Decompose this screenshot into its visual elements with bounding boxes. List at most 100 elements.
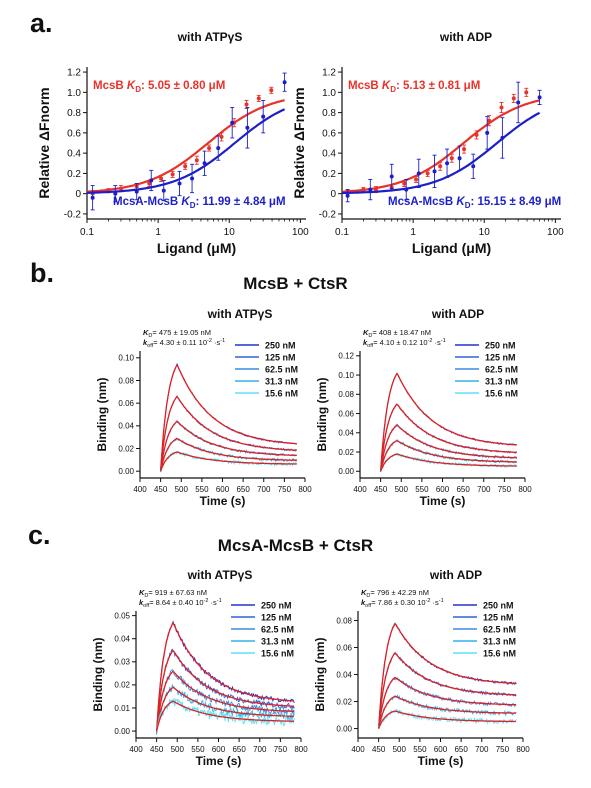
data-point-mcsb xyxy=(487,118,492,123)
y-tick-label: 0.2 xyxy=(322,169,336,180)
y-tick-label: 0.08 xyxy=(336,616,352,625)
fit-curve xyxy=(155,622,295,732)
y-tick-label: 0 xyxy=(330,189,336,200)
x-tick-label: 600 xyxy=(434,745,448,754)
fit-curve xyxy=(379,424,517,472)
y-tick-label: 0.02 xyxy=(114,681,130,690)
data-point-mcsamcsb xyxy=(177,181,182,186)
data-point-mcsamcsb xyxy=(445,161,450,166)
data-point-mcsamcsb xyxy=(161,188,166,193)
data-point-mcsb xyxy=(361,187,366,192)
data-point-mcsb xyxy=(462,147,467,152)
data-point-mcsamcsb xyxy=(537,95,542,100)
y-tick-label: 0.02 xyxy=(336,697,352,706)
data-point-mcsamcsb xyxy=(404,187,409,192)
x-axis-label: Ligand (μM) xyxy=(157,240,236,256)
y-tick-label: 0.01 xyxy=(114,704,130,713)
x-tick-label: 700 xyxy=(253,745,267,754)
x-tick-label: 100 xyxy=(292,227,309,238)
legend-label: 250 nM xyxy=(483,601,514,611)
y-tick-label: 0.00 xyxy=(114,727,130,736)
x-axis-label: Time (s) xyxy=(420,494,466,508)
data-point-mcsb xyxy=(194,158,199,163)
y-axis-label: Relative ΔFnorm xyxy=(291,87,307,198)
x-tick-label: 650 xyxy=(454,745,468,754)
chart-title-b2: with ADP xyxy=(431,307,485,321)
data-point-mcsb xyxy=(474,132,479,137)
x-tick-label: 0.1 xyxy=(335,227,349,238)
y-tick-label: 0.6 xyxy=(67,128,81,139)
y-tick-label: 0 xyxy=(75,189,81,200)
chart-title-c1: with ATPγS xyxy=(187,568,253,582)
y-tick-label: 0.06 xyxy=(118,399,134,408)
x-tick-label: 750 xyxy=(496,745,510,754)
legend-label: 15.6 nM xyxy=(265,389,298,399)
chart-title-c2: with ADP xyxy=(429,568,483,582)
fit-curve xyxy=(155,649,295,732)
data-point-mcsamcsb xyxy=(190,176,195,181)
data-point-mcsamcsb xyxy=(471,164,476,169)
fit-curve xyxy=(155,700,294,732)
fit-curve xyxy=(155,686,294,732)
legend-label: 125 nM xyxy=(265,353,296,363)
fit-curve xyxy=(377,622,517,729)
fit-curve xyxy=(378,710,516,729)
kd-annotation-mcsamcsb: McsA-McsB KD: 15.15 ± 8.49 μM xyxy=(388,196,561,210)
y-tick-label: 0.04 xyxy=(338,429,354,438)
section-title-c: McsA-McsB + CtsR xyxy=(217,536,374,555)
data-point-mcsb xyxy=(414,177,419,182)
section-title-b: McsB + CtsR xyxy=(243,274,348,293)
legend-label: 62.5 nM xyxy=(483,625,516,635)
x-tick-label: 550 xyxy=(415,485,429,494)
fit-curve xyxy=(159,364,297,472)
fit-curve xyxy=(155,670,295,732)
y-tick-label: -0.2 xyxy=(64,209,82,220)
legend-label: 15.6 nM xyxy=(261,649,294,659)
koff-annotation: koff= 8.64 ± 0.40 10-2 ·s-1 xyxy=(139,598,222,609)
data-point-mcsamcsb xyxy=(416,171,421,176)
y-tick-label: -0.2 xyxy=(319,209,337,220)
y-tick-label: 0.08 xyxy=(338,390,354,399)
legend-label: 125 nM xyxy=(485,353,516,363)
data-point-mcsamcsb xyxy=(345,193,350,198)
x-tick-label: 800 xyxy=(294,745,308,754)
data-point-mcsb xyxy=(159,176,164,181)
y-tick-label: 0.02 xyxy=(118,444,134,453)
x-tick-label: 600 xyxy=(436,485,450,494)
x-tick-label: 10 xyxy=(224,227,236,238)
x-tick-label: 600 xyxy=(212,745,226,754)
x-tick-label: 450 xyxy=(372,745,386,754)
sensorgram-156nM xyxy=(378,708,517,728)
data-point-mcsamcsb xyxy=(90,195,95,200)
kd-annotation: KD= 408 ± 18.47 nM xyxy=(363,328,431,339)
x-tick-label: 550 xyxy=(413,745,427,754)
data-point-mcsamcsb xyxy=(500,135,505,140)
fit-curve-mcsamcsb xyxy=(87,108,286,194)
data-point-mcsb xyxy=(256,96,261,101)
legend-label: 15.6 nM xyxy=(485,389,518,399)
data-point-mcsamcsb xyxy=(389,174,394,179)
fit-curve xyxy=(380,453,517,472)
y-axis-label: Binding (nm) xyxy=(95,378,109,452)
x-tick-label: 450 xyxy=(374,485,388,494)
y-tick-label: 1.0 xyxy=(322,88,336,99)
x-tick-label: 700 xyxy=(477,485,491,494)
x-tick-label: 1 xyxy=(155,227,161,238)
panel-label-c: c. xyxy=(28,520,51,550)
legend-label: 250 nM xyxy=(265,341,296,351)
data-point-mcsamcsb xyxy=(149,178,154,183)
y-tick-label: 1.2 xyxy=(322,68,336,79)
data-point-mcsb xyxy=(499,105,504,110)
x-tick-label: 400 xyxy=(353,485,367,494)
x-axis-label: Ligand (μM) xyxy=(412,240,491,256)
x-tick-label: 100 xyxy=(547,227,564,238)
x-axis-label: Time (s) xyxy=(196,754,242,768)
x-tick-label: 750 xyxy=(278,485,292,494)
y-tick-label: 0.00 xyxy=(118,467,134,476)
x-tick-label: 10 xyxy=(479,227,491,238)
x-axis-label: Time (s) xyxy=(200,494,246,508)
x-tick-label: 400 xyxy=(129,745,143,754)
y-tick-label: 0.00 xyxy=(338,467,354,476)
